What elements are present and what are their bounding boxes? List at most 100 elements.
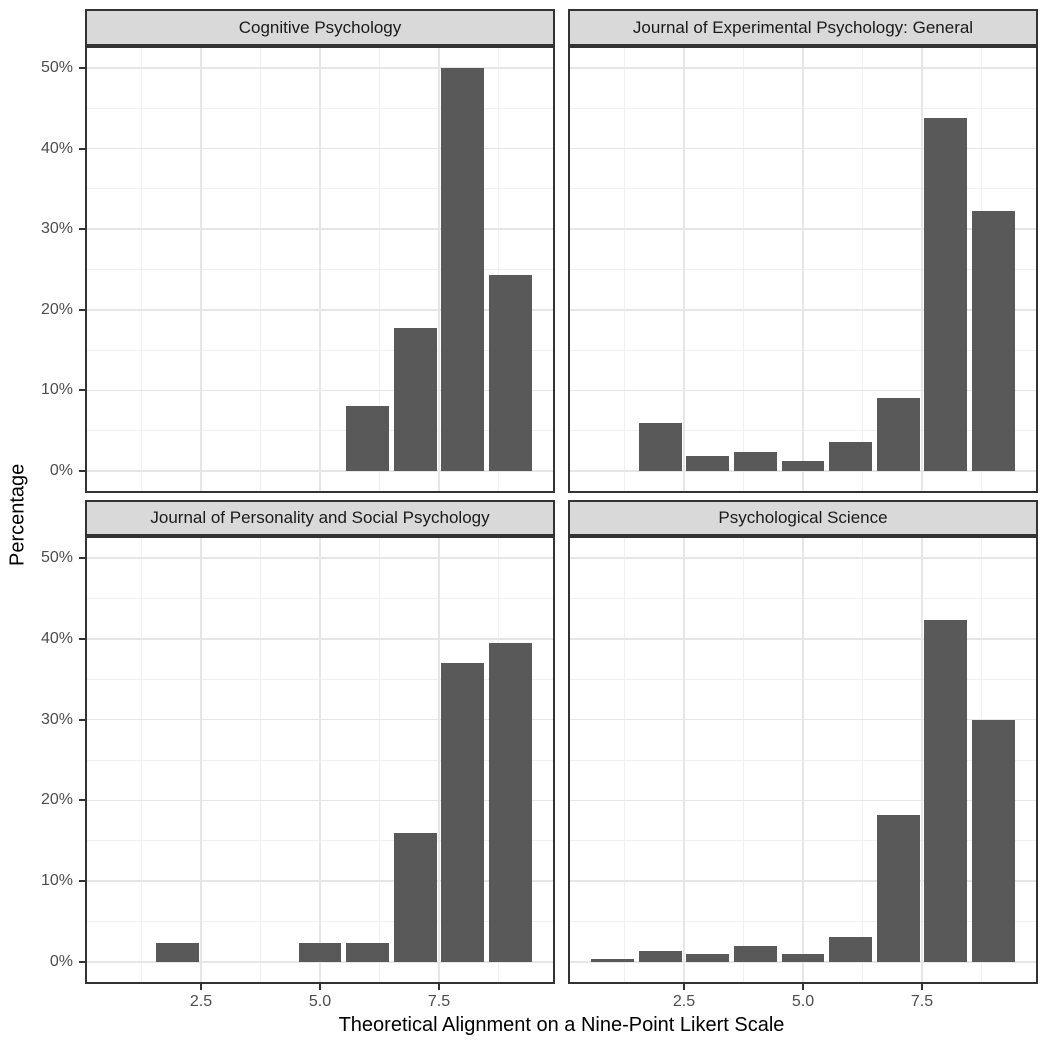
bar-x6 (346, 406, 389, 471)
y-axis-tick-label: 40% (40, 139, 73, 157)
y-axis-tick (79, 557, 85, 560)
gridline-minor-vertical (624, 538, 625, 982)
x-axis-tick (920, 984, 923, 990)
bar-x5 (298, 943, 342, 962)
y-axis-tick-label: 30% (40, 220, 73, 238)
y-axis-tick-label: 0% (49, 952, 73, 970)
y-axis-tick (79, 147, 85, 150)
bar-x1 (591, 958, 634, 962)
y-axis-tick-label: 20% (40, 300, 73, 318)
gridline-major-vertical (683, 48, 685, 491)
bar-x8 (924, 620, 968, 962)
gridline-minor-vertical (497, 48, 499, 491)
x-axis-tick (437, 984, 440, 990)
bar-x5 (781, 953, 825, 962)
bar-x3 (686, 953, 730, 962)
gridline-major-vertical (438, 48, 440, 491)
bar-x2 (155, 943, 199, 962)
y-axis-tick (79, 880, 85, 883)
gridline-major-vertical (200, 538, 202, 982)
x-axis-tick-label: 5.0 (308, 993, 332, 1010)
bar-x5 (781, 461, 825, 471)
gridline-major-vertical (319, 48, 321, 491)
bar-x8 (441, 68, 485, 471)
facet-panel-jep-general (568, 46, 1038, 493)
x-axis-tick-label: 2.5 (189, 993, 213, 1010)
facet-strip-jpsp: Journal of Personality and Social Psycho… (85, 500, 555, 536)
x-axis-title: Theoretical Alignment on a Nine-Point Li… (338, 1014, 785, 1036)
gridline-major-vertical (921, 48, 923, 491)
y-axis-tick-label: 0% (49, 461, 73, 479)
gridline-major-vertical (921, 538, 923, 982)
gridline-major-vertical (802, 48, 804, 491)
x-axis-tick (200, 984, 202, 990)
y-axis-tick (79, 67, 85, 70)
gridline-minor-vertical (141, 538, 142, 982)
bar-x2 (638, 950, 682, 962)
bar-x4 (733, 451, 777, 471)
bar-x9 (971, 210, 1015, 471)
bar-x9 (488, 642, 532, 962)
facet-panel-psychological-science (568, 536, 1038, 984)
facet-strip-cognitive-psychology: Cognitive Psychology (85, 9, 555, 46)
x-axis-tick-label: 7.5 (910, 993, 934, 1010)
facet-panel-cognitive-psychology (85, 46, 555, 493)
bar-x7 (393, 328, 437, 471)
bar-x3 (686, 456, 730, 471)
bar-x8 (441, 663, 485, 962)
y-axis-tick (79, 637, 85, 640)
facet-strip-psychological-science: Psychological Science (568, 500, 1038, 536)
y-axis-tick-label: 10% (40, 872, 73, 890)
bar-x7 (876, 814, 920, 962)
facet-strip-jep-general: Journal of Experimental Psychology: Gene… (568, 9, 1038, 46)
bar-x6 (829, 441, 872, 471)
gridline-minor-vertical (743, 48, 744, 491)
bar-x4 (733, 946, 777, 962)
y-axis-tick (79, 718, 85, 721)
gridline-major-vertical (438, 538, 440, 982)
gridline-minor-vertical (743, 538, 744, 982)
gridline-minor-vertical (260, 48, 261, 491)
x-axis-tick (319, 984, 321, 990)
y-axis-title: Percentage (6, 463, 29, 567)
gridline-minor-vertical (260, 538, 261, 982)
y-axis-tick (79, 960, 85, 963)
y-axis-tick (79, 308, 85, 311)
x-axis-tick-label: 2.5 (672, 993, 696, 1010)
bar-x6 (829, 936, 872, 962)
gridline-major-vertical (683, 538, 685, 982)
facet-strip-label: Journal of Personality and Social Psycho… (150, 508, 490, 527)
y-axis-tick-label: 50% (40, 549, 73, 567)
y-axis-tick (79, 469, 85, 472)
facet-strip-label: Cognitive Psychology (238, 17, 402, 37)
bar-x2 (638, 422, 682, 471)
bar-x7 (876, 398, 920, 471)
gridline-minor-vertical (378, 48, 380, 491)
x-axis-tick-label: 5.0 (791, 993, 815, 1010)
y-axis-tick-label: 20% (40, 791, 73, 809)
bar-x6 (346, 943, 389, 962)
gridline-major-vertical (802, 538, 804, 982)
y-axis-tick (79, 228, 85, 231)
bar-x9 (971, 719, 1015, 962)
gridline-minor-vertical (624, 48, 625, 491)
bar-x9 (488, 275, 532, 471)
gridline-major-vertical (319, 538, 321, 982)
bar-x7 (393, 832, 437, 962)
x-axis-tick-label: 7.5 (427, 993, 451, 1010)
gridline-minor-vertical (861, 48, 863, 491)
y-axis-tick-label: 10% (40, 381, 73, 399)
gridline-minor-vertical (378, 538, 380, 982)
gridline-major-vertical (200, 48, 202, 491)
facet-strip-label: Journal of Experimental Psychology: Gene… (632, 17, 974, 37)
x-axis-tick (802, 984, 804, 990)
facet-strip-label: Psychological Science (718, 508, 888, 527)
x-axis-tick (683, 984, 685, 990)
y-axis-tick-label: 40% (40, 629, 73, 647)
gridline-minor-vertical (861, 538, 863, 982)
gridline-minor-vertical (141, 48, 142, 491)
bar-x8 (924, 118, 968, 471)
y-axis-tick-label: 30% (40, 710, 73, 728)
y-axis-tick (79, 799, 85, 802)
